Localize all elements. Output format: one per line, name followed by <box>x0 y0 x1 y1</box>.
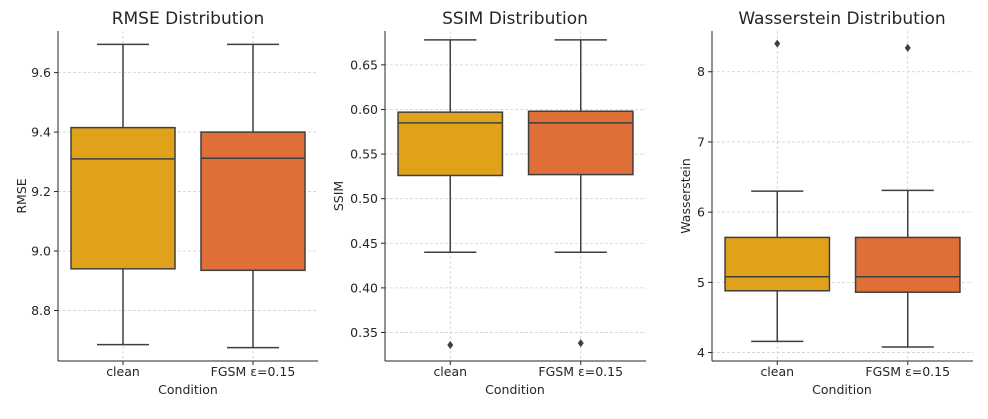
rmse-box-body <box>200 131 306 272</box>
wasserstein-y-tick-label: 6 <box>697 205 705 220</box>
rmse-xlabel: Condition <box>158 382 218 397</box>
rmse-x-tick-label: clean <box>106 364 140 379</box>
ssim-box-body <box>527 110 634 176</box>
rmse-y-tick-label: 9.2 <box>31 184 51 199</box>
wasserstein-plot-area: 4 5 6 7 8 clean FGSM ε=0.15 <box>697 31 973 379</box>
ssim-x-tick-label: clean <box>433 364 467 379</box>
ssim-x-tick-label: FGSM ε=0.15 <box>538 364 623 379</box>
wasserstein-x-tick-label: clean <box>760 364 794 379</box>
ssim-xlabel: Condition <box>485 382 545 397</box>
ssim-outlier-marker <box>577 339 584 348</box>
wasserstein-xlabel: Condition <box>812 382 872 397</box>
ssim-y-tick-label: 0.65 <box>350 57 378 72</box>
ssim-title: SSIM Distribution <box>442 9 588 29</box>
rmse-x-tick-label: FGSM ε=0.15 <box>211 364 296 379</box>
ssim-y-tick-label: 0.45 <box>350 236 378 251</box>
ssim-plot-area: 0.35 0.40 0.45 0.50 0.55 0.60 0.65 clean FGSM ε=… <box>350 31 646 379</box>
wasserstein-box-body <box>724 236 831 292</box>
ssim-panel: SSIM Distribution Condition SSIM 0.35 0.4… <box>331 9 646 397</box>
ssim-y-tick-label: 0.60 <box>350 102 378 117</box>
rmse-y-tick-label: 9.6 <box>31 65 51 80</box>
wasserstein-ylabel: Wasserstein <box>678 158 693 234</box>
ssim-box-0 <box>397 39 504 349</box>
wasserstein-y-tick-label: 5 <box>697 275 705 290</box>
wasserstein-box-body <box>854 236 961 293</box>
ssim-outlier-marker <box>447 340 454 349</box>
wasserstein-panel: Wasserstein Distribution Condition Wasse… <box>678 9 973 397</box>
ssim-ylabel: SSIM <box>331 181 346 211</box>
rmse-y-tick-label: 9.4 <box>31 125 51 140</box>
rmse-box-1 <box>200 43 306 349</box>
wasserstein-outlier-marker <box>774 39 781 48</box>
rmse-box-0 <box>70 43 176 346</box>
ssim-box-1 <box>527 39 634 348</box>
wasserstein-box-0 <box>724 39 831 343</box>
rmse-ylabel: RMSE <box>14 178 29 213</box>
wasserstein-box-1 <box>854 43 961 348</box>
rmse-y-tick-label: 8.8 <box>31 303 51 318</box>
rmse-y-tick-label: 9.0 <box>31 244 51 259</box>
rmse-box-body <box>70 126 176 270</box>
wasserstein-x-tick-label: FGSM ε=0.15 <box>865 364 950 379</box>
wasserstein-y-tick-label: 7 <box>697 134 705 149</box>
ssim-box-body <box>397 111 504 177</box>
wasserstein-y-tick-label: 4 <box>697 345 705 360</box>
ssim-y-tick-label: 0.50 <box>350 191 378 206</box>
ssim-y-tick-label: 0.40 <box>350 280 378 295</box>
wasserstein-y-tick-label: 8 <box>697 64 705 79</box>
ssim-y-tick-label: 0.55 <box>350 147 378 162</box>
wasserstein-title: Wasserstein Distribution <box>738 9 945 29</box>
rmse-title: RMSE Distribution <box>112 9 265 29</box>
wasserstein-outlier-marker <box>904 43 911 52</box>
rmse-plot-area: 8.8 9.0 9.2 9.4 9.6 clean FGSM ε=0.15 <box>31 31 318 379</box>
ssim-y-tick-label: 0.35 <box>350 325 378 340</box>
rmse-panel: RMSE Distribution Condition RMSE 8.8 9.0 9… <box>14 9 318 397</box>
